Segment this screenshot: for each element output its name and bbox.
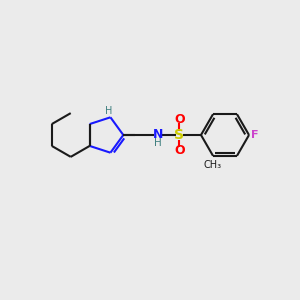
Text: N: N <box>153 128 163 142</box>
Text: O: O <box>174 112 185 126</box>
Text: O: O <box>174 144 185 158</box>
Text: F: F <box>250 130 258 140</box>
Text: CH₃: CH₃ <box>204 160 222 170</box>
Text: H: H <box>105 106 112 116</box>
Text: H: H <box>154 138 162 148</box>
Text: S: S <box>174 128 184 142</box>
